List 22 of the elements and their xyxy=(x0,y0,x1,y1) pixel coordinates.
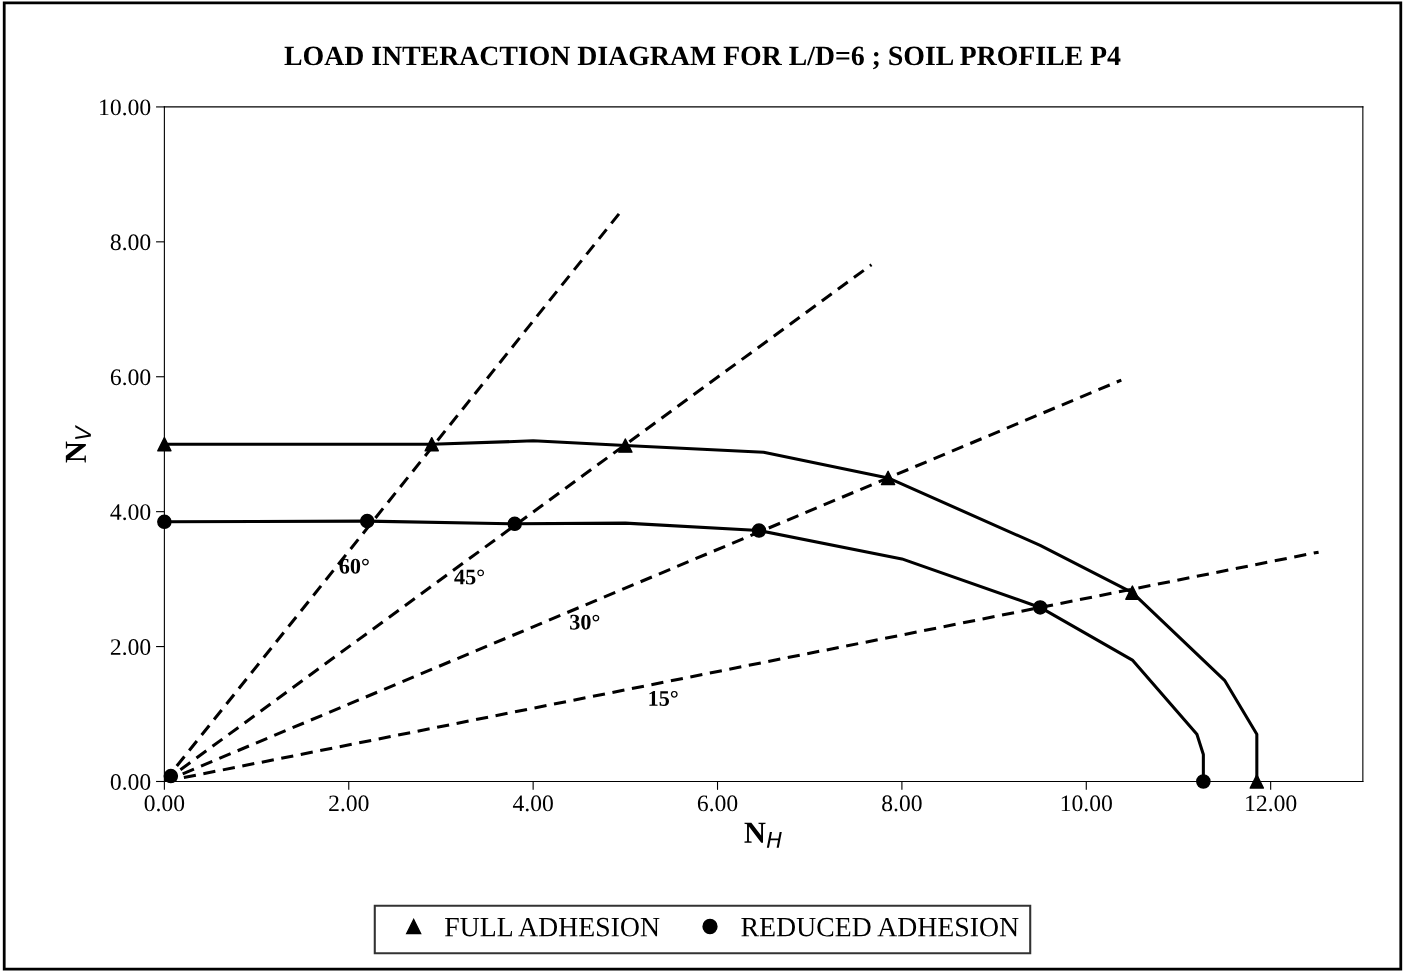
annotation: 60° xyxy=(339,558,369,574)
x-tick-label: 6.00 xyxy=(697,795,738,812)
x-tick-label: 12.00 xyxy=(1246,795,1297,812)
x-tick-label: 8.00 xyxy=(882,795,922,812)
annotation: 45° xyxy=(454,569,485,585)
y-tick-label: 4.00 xyxy=(110,504,151,521)
y-tick-label: 2.00 xyxy=(110,639,151,656)
x-tick-label: 2.00 xyxy=(329,795,369,812)
legend-label: REDUCED ADHESION xyxy=(741,917,1019,937)
x-tick-label: 0.00 xyxy=(144,795,185,812)
y-tick-label: 6.00 xyxy=(110,369,151,386)
x-tick-label: 10.00 xyxy=(1061,795,1112,812)
y-tick-label: 8.00 xyxy=(110,234,151,251)
annotation: 30° xyxy=(570,614,600,630)
y-tick-label: 10.00 xyxy=(100,99,151,116)
chart-title: LOAD INTERACTION DIAGRAM FOR L/D=6 ; SOIL PROFILE P4 xyxy=(284,46,1121,70)
y-tick-label: 0.00 xyxy=(110,773,151,791)
legend-label: FULL ADHESION xyxy=(445,917,660,937)
x-axis-title: N$_{H}$ xyxy=(744,822,782,848)
annotation: 15° xyxy=(649,690,678,706)
y-axis-title: N$_{V}$ xyxy=(65,424,91,463)
x-tick-label: 4.00 xyxy=(512,795,553,812)
